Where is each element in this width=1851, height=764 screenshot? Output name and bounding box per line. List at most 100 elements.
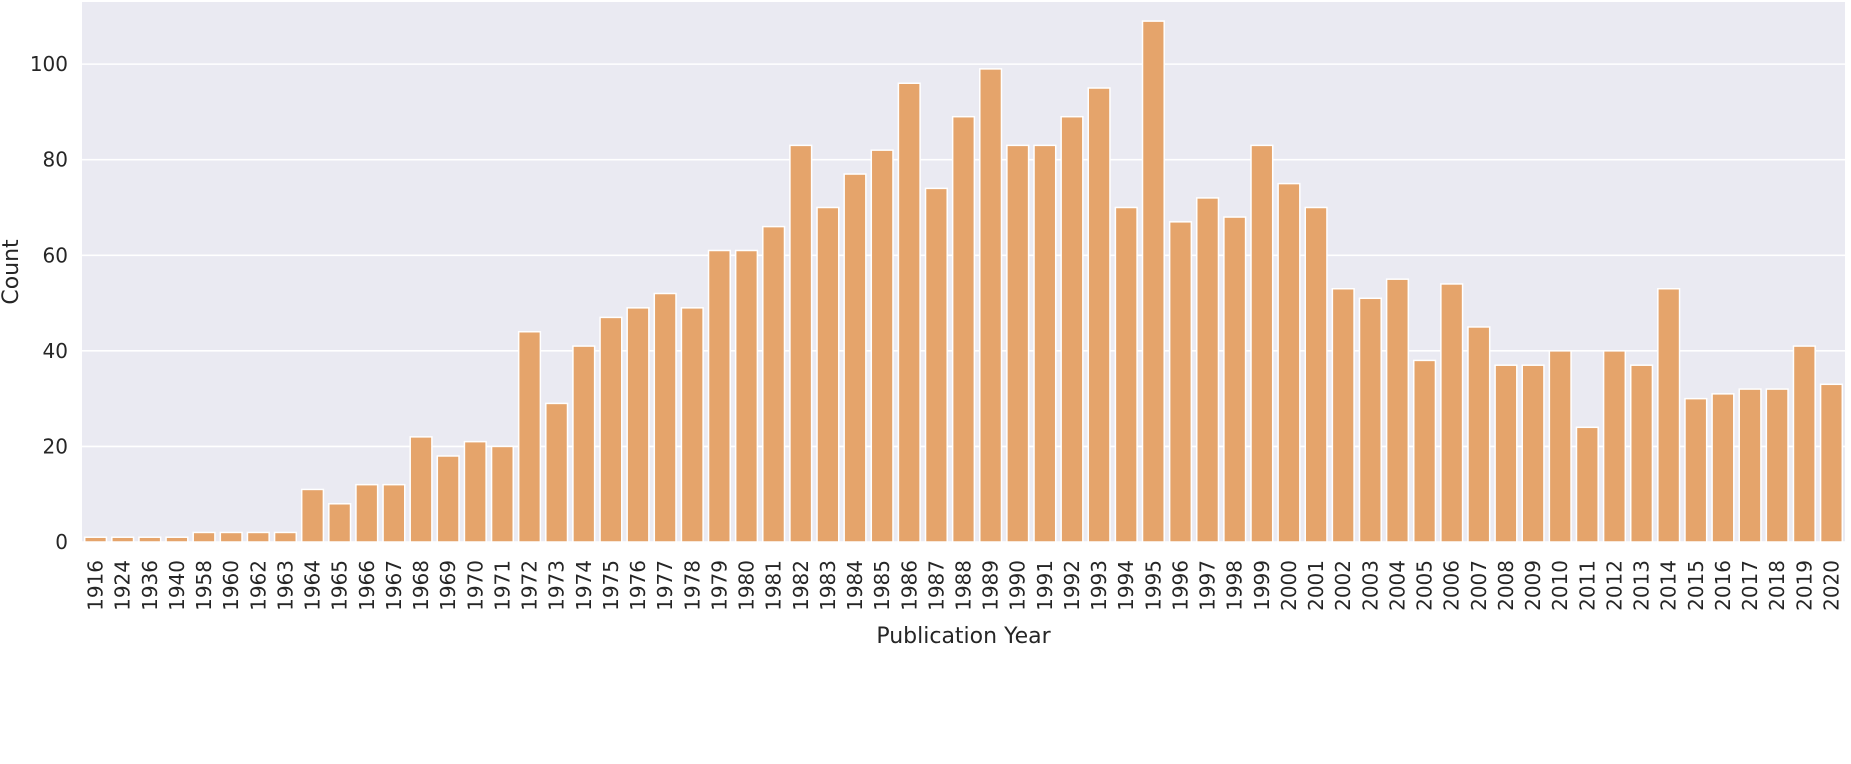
x-tick-label: 1974 [572, 560, 596, 611]
bar-1987 [924, 187, 948, 543]
x-tick-label: 1982 [789, 560, 813, 611]
bar-1982 [789, 144, 813, 543]
bar-2020 [1819, 383, 1844, 543]
x-tick-label: 1983 [816, 560, 840, 611]
bar-1974 [572, 345, 596, 543]
x-tick-label: 1985 [870, 560, 894, 611]
bar-2003 [1358, 297, 1382, 543]
bar-2013 [1629, 364, 1654, 543]
x-tick-label: 2005 [1413, 560, 1437, 611]
bar-2009 [1521, 364, 1545, 543]
x-tick-label: 1965 [328, 560, 352, 611]
x-tick-label: 1981 [762, 560, 786, 611]
bar-1966 [355, 483, 379, 543]
y-tick-label: 100 [30, 52, 68, 76]
x-tick-label: 2020 [1819, 560, 1843, 611]
x-tick-label: 2006 [1440, 560, 1464, 611]
bar-2005 [1412, 359, 1437, 543]
bar-1994 [1114, 206, 1138, 543]
x-tick-label: 1924 [111, 560, 135, 611]
y-axis-label: Count [0, 239, 24, 305]
x-tick-label: 1958 [192, 560, 216, 611]
x-tick-label: 2002 [1331, 560, 1355, 611]
bar-2018 [1765, 388, 1789, 543]
bar-2014 [1657, 287, 1681, 543]
x-tick-label: 1972 [518, 560, 542, 611]
bar-1979 [707, 249, 731, 543]
bar-1972 [517, 330, 542, 543]
bar-1995 [1141, 20, 1165, 543]
x-tick-label: 1936 [138, 560, 162, 611]
bar-1958 [192, 531, 216, 543]
x-tick-label: 2003 [1358, 560, 1382, 611]
bar-2004 [1385, 278, 1410, 543]
x-tick-label: 2007 [1467, 560, 1491, 611]
x-tick-label: 1976 [626, 560, 650, 611]
bar-1990 [1006, 144, 1030, 543]
bar-1971 [490, 445, 515, 543]
bar-2007 [1467, 326, 1491, 543]
x-tick-label: 1980 [735, 560, 759, 611]
x-tick-label: 1973 [545, 560, 569, 611]
bar-1962 [246, 531, 270, 543]
bar-1997 [1196, 197, 1220, 543]
x-tick-label: 1979 [707, 560, 731, 611]
x-tick-label: 2019 [1792, 560, 1816, 611]
bar-1924 [111, 536, 135, 543]
bar-1978 [680, 307, 704, 543]
bar-1975 [599, 316, 623, 543]
x-tick-label: 1992 [1060, 560, 1084, 611]
bar-1988 [951, 115, 976, 543]
bar-1936 [138, 536, 162, 543]
x-tick-label: 1990 [1006, 560, 1030, 611]
bar-2019 [1792, 345, 1816, 543]
bar-1981 [762, 225, 786, 543]
bar-2010 [1548, 350, 1572, 543]
x-tick-label: 1970 [463, 560, 487, 611]
x-tick-label: 2017 [1738, 560, 1762, 611]
bar-1984 [843, 173, 867, 543]
x-tick-label: 1978 [680, 560, 704, 611]
x-tick-label: 1986 [897, 560, 921, 611]
bar-1999 [1250, 144, 1274, 543]
x-tick-label: 2016 [1711, 560, 1735, 611]
x-tick-label: 1984 [843, 560, 867, 611]
bar-2006 [1440, 283, 1464, 543]
bar-1969 [436, 455, 460, 543]
x-tick-labels: 1916 1924 1936 1940 1958 1960 1962 1963 1964 1965… [84, 560, 1844, 611]
x-tick-label: 1997 [1196, 560, 1220, 611]
x-tick-label: 2018 [1765, 560, 1789, 611]
x-tick-label: 2001 [1304, 560, 1328, 611]
bar-2008 [1494, 364, 1518, 543]
bar-1989 [979, 68, 1003, 543]
bar-1963 [273, 531, 298, 543]
x-tick-label: 2000 [1277, 560, 1301, 611]
bar-2000 [1277, 182, 1301, 543]
bar-1968 [409, 436, 433, 543]
bar-1977 [653, 292, 677, 543]
x-tick-label: 1969 [436, 560, 460, 611]
x-tick-label: 1989 [979, 560, 1003, 611]
bar-1965 [328, 503, 352, 543]
bar-1986 [897, 82, 921, 543]
y-tick-label: 0 [55, 530, 68, 554]
bar-2017 [1738, 388, 1762, 543]
x-tick-label: 1940 [165, 560, 189, 611]
y-tick-label: 20 [43, 434, 68, 458]
x-tick-label: 2015 [1684, 560, 1708, 611]
x-tick-label: 1975 [599, 560, 623, 611]
x-tick-label: 1994 [1114, 560, 1138, 611]
y-tick-label: 40 [43, 339, 68, 363]
bar-1996 [1168, 221, 1193, 543]
bar-1960 [219, 531, 243, 543]
bar-1970 [463, 440, 487, 543]
bar-1916 [83, 536, 108, 543]
x-tick-label: 1971 [490, 560, 514, 611]
x-tick-label: 1966 [355, 560, 379, 611]
x-tick-label: 1916 [84, 560, 108, 611]
x-tick-label: 1962 [246, 560, 270, 611]
x-tick-label: 1968 [409, 560, 433, 611]
bar-2012 [1602, 350, 1627, 543]
x-tick-label: 1963 [273, 560, 297, 611]
